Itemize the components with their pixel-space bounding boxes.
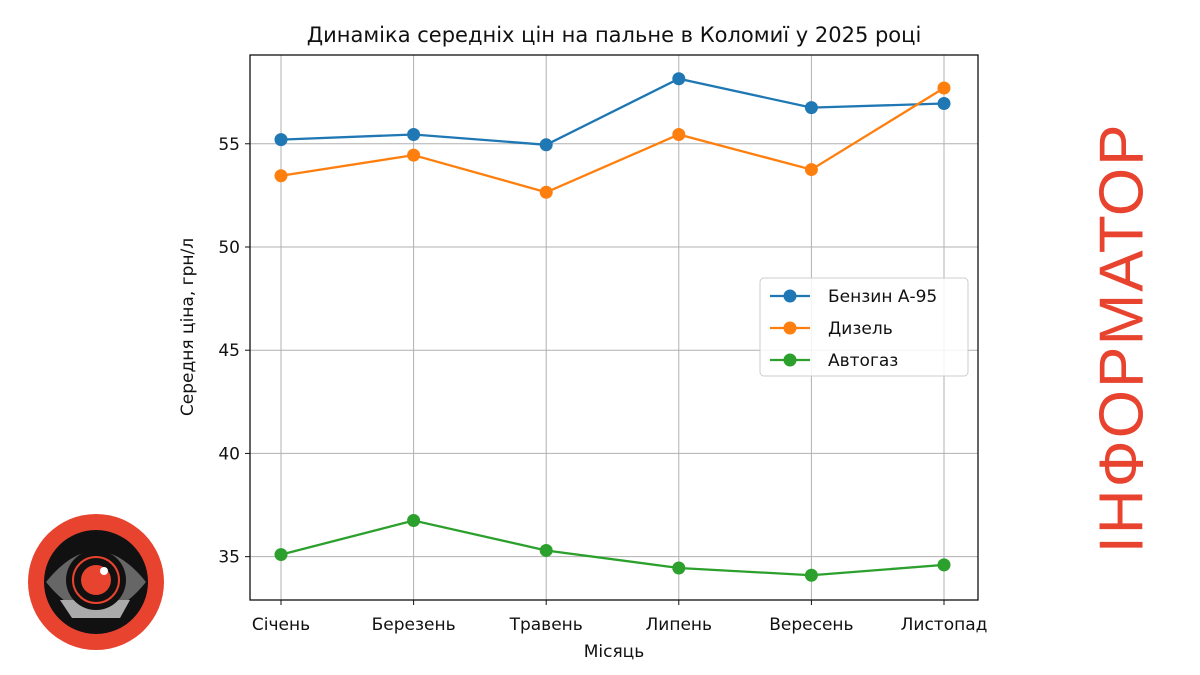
series-line xyxy=(280,77,945,146)
legend-marker xyxy=(783,289,797,303)
x-tick-label: Липень xyxy=(646,615,713,635)
data-point xyxy=(539,543,553,557)
data-point xyxy=(672,72,686,86)
x-axis-label: Місяць xyxy=(584,642,645,662)
series-line xyxy=(280,87,945,194)
chart-title: Динаміка середніх цін на пальне в Коломи… xyxy=(307,23,922,47)
x-tick-label: Травень xyxy=(509,615,583,635)
data-point xyxy=(539,138,553,152)
x-tick-label: Січень xyxy=(252,615,310,635)
series-line xyxy=(280,519,945,577)
y-tick-label: 40 xyxy=(218,444,240,464)
plot-frame xyxy=(249,54,979,601)
data-point xyxy=(274,133,288,147)
data-point xyxy=(937,97,951,111)
x-tick-label: Березень xyxy=(372,615,456,635)
data-point xyxy=(672,561,686,575)
eye-logo xyxy=(28,514,164,650)
y-tick-label: 50 xyxy=(218,238,240,258)
data-point xyxy=(274,548,288,562)
data-point xyxy=(539,185,553,199)
data-point xyxy=(407,127,421,141)
legend-label: Бензин А-95 xyxy=(828,287,937,307)
x-tick-label: Вересень xyxy=(769,615,853,635)
data-point xyxy=(804,163,818,177)
legend-marker xyxy=(783,353,797,367)
legend-label: Автогаз xyxy=(828,351,898,371)
legend-label: Дизель xyxy=(828,319,893,339)
legend-marker xyxy=(783,321,797,335)
data-point xyxy=(407,514,421,528)
data-point xyxy=(937,558,951,572)
y-tick-label: 55 xyxy=(218,135,240,155)
y-tick-label: 45 xyxy=(218,341,240,361)
brand-logo-text: ІНФОРМАТОР xyxy=(1087,122,1157,554)
y-tick-label: 35 xyxy=(218,548,240,568)
data-point xyxy=(937,81,951,95)
data-point xyxy=(672,127,686,141)
data-point xyxy=(804,568,818,582)
y-axis-label: Середня ціна, грн/л xyxy=(178,238,198,416)
x-tick-label: Листопад xyxy=(901,615,988,635)
data-point xyxy=(407,148,421,162)
data-point xyxy=(274,169,288,183)
legend: Бензин А-95 Дизель Автогаз xyxy=(759,277,969,377)
data-point xyxy=(804,101,818,115)
